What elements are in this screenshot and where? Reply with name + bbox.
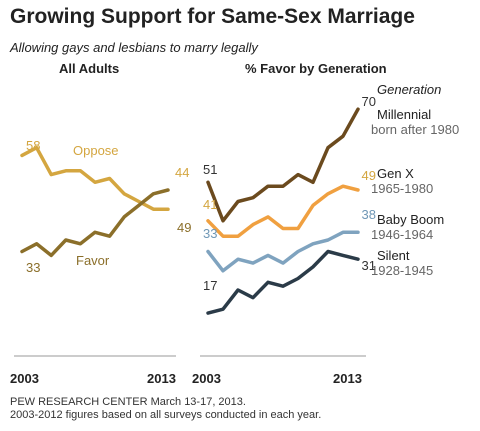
generation-millennial-end-label: 70	[362, 94, 376, 109]
generation-gen-x-end-label: 49	[362, 168, 376, 183]
generation-baby-boom-line	[206, 230, 360, 273]
all-adults-favor-end-label: 49	[177, 220, 191, 235]
all-adults-oppose-series-name: Oppose	[73, 143, 119, 158]
generation-gen-x-line	[206, 184, 360, 238]
generation-gen-x-start-label: 41	[203, 197, 217, 212]
generation-gen-x-series-name: Gen X	[377, 166, 414, 181]
right-panel-title: % Favor by Generation	[245, 61, 387, 76]
all-adults-oppose-start-label: 58	[26, 138, 40, 153]
generation-millennial-series-sub: born after 1980	[371, 122, 459, 137]
all-adults-x-tick-2013: 2013	[147, 371, 176, 386]
generation-gen-x-series-sub: 1965-1980	[371, 181, 433, 196]
all-adults-oppose-line	[20, 145, 170, 211]
source-line-1: PEW RESEARCH CENTER March 13-17, 2013.	[10, 396, 246, 408]
generation-baby-boom-series-sub: 1946-1964	[371, 227, 433, 242]
left-panel-title: All Adults	[59, 61, 120, 76]
chart-subtitle: Allowing gays and lesbians to marry lega…	[10, 40, 258, 55]
generation-millennial-series-name: Millennial	[377, 107, 431, 122]
generation-millennial-line	[206, 107, 360, 223]
all-adults-favor-line	[20, 188, 170, 258]
generation-x-tick-2013: 2013	[333, 371, 362, 386]
generation-baby-boom-start-label: 33	[203, 226, 217, 241]
generation-silent-end-label: 31	[362, 258, 376, 273]
all-adults-x-tick-2003: 2003	[10, 371, 39, 386]
all-adults-favor-start-label: 33	[26, 260, 40, 275]
generation-baby-boom-series-name: Baby Boom	[377, 212, 444, 227]
source-note: PEW RESEARCH CENTER March 13-17, 2013. 2…	[10, 396, 321, 422]
generation-x-tick-2003: 2003	[192, 371, 221, 386]
chart-title: Growing Support for Same-Sex Marriage	[10, 5, 415, 28]
generation-silent-series-sub: 1928-1945	[371, 263, 433, 278]
generation-silent-series-name: Silent	[377, 248, 410, 263]
all-adults-oppose-end-label: 44	[175, 165, 189, 180]
all-adults-favor-series-name: Favor	[76, 253, 110, 268]
generation-silent-line	[206, 249, 360, 315]
generation-baby-boom-end-label: 38	[362, 207, 376, 222]
source-line-2: 2003-2012 figures based on all surveys c…	[10, 409, 322, 421]
generation-legend-title: Generation	[377, 82, 442, 97]
generation-silent-start-label: 17	[203, 278, 217, 293]
generation-millennial-start-label: 51	[203, 162, 217, 177]
